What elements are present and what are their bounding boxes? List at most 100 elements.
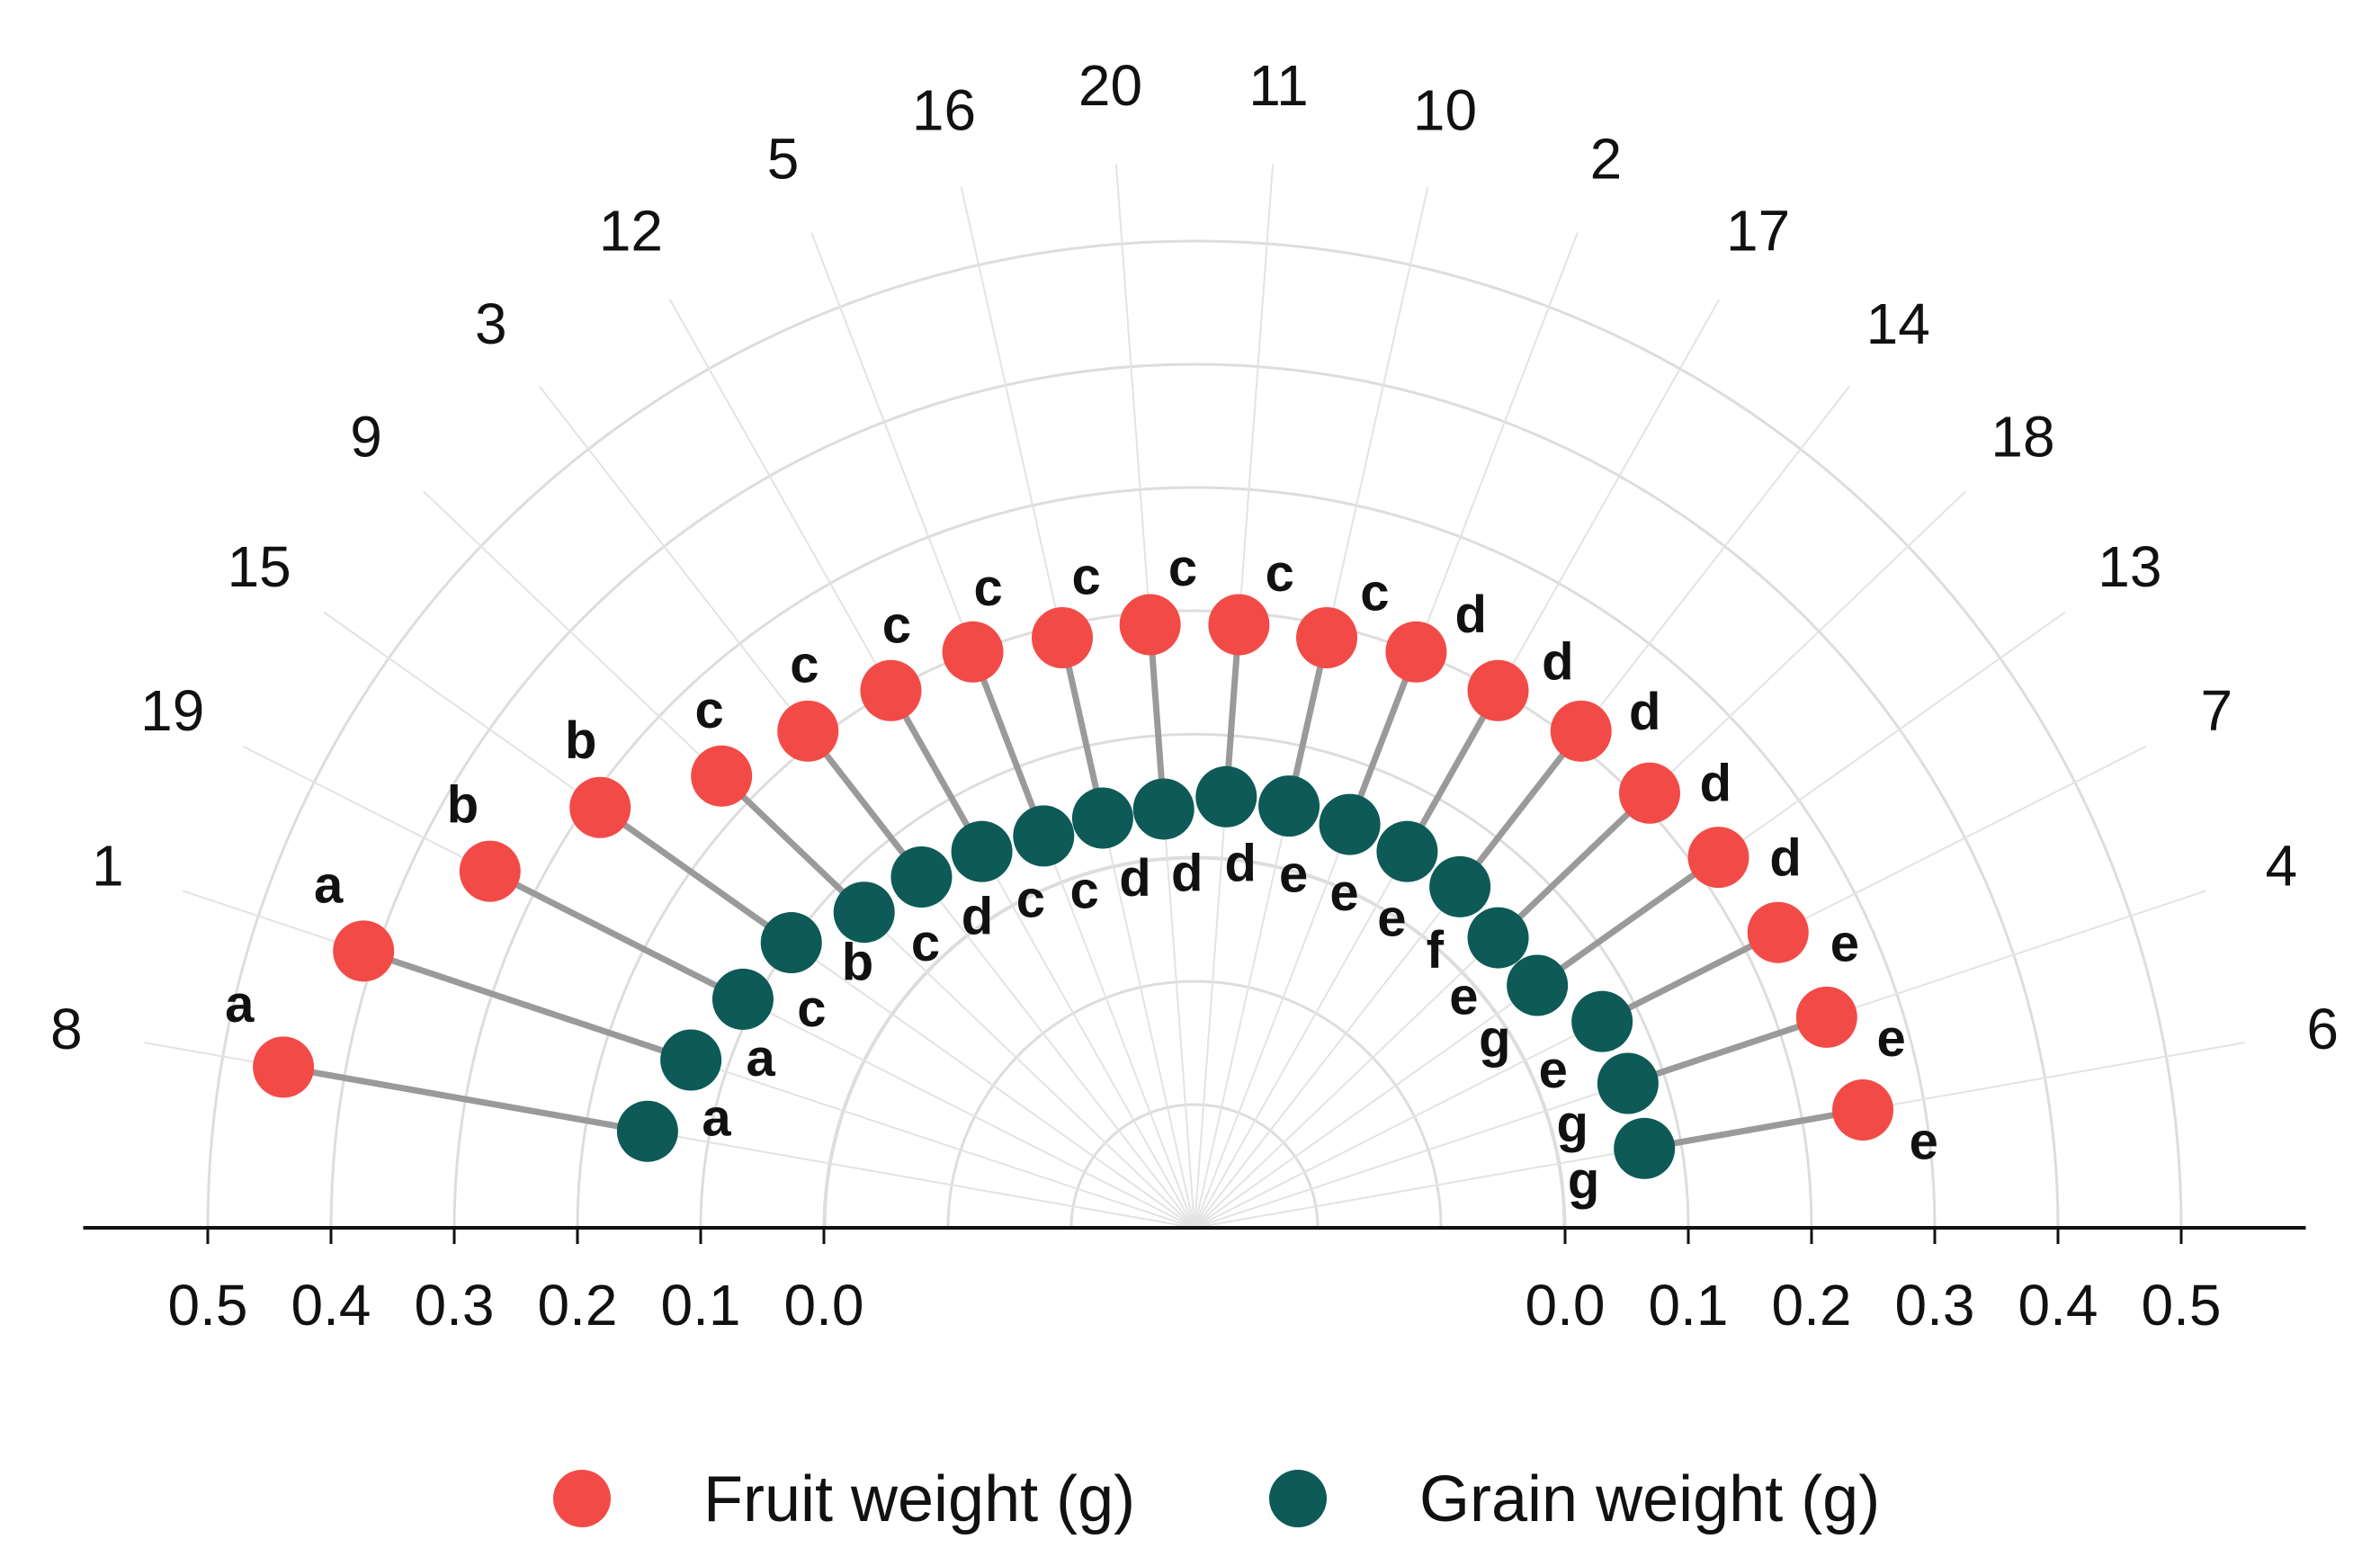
grain-significance-letter: e (1329, 864, 1358, 922)
grain-weight-point (1429, 855, 1491, 917)
grain-significance-letter: c (1070, 862, 1099, 920)
grain-significance-letter: e (1279, 846, 1308, 904)
grain-significance-letter: c (1016, 870, 1045, 928)
fruit-weight-point (1467, 659, 1529, 721)
fruit-weight-point (333, 920, 395, 982)
category-label: 5 (767, 127, 800, 192)
connector-line (1535, 855, 1721, 989)
category-label: 18 (1991, 404, 2054, 469)
connector-line (1147, 624, 1168, 810)
category-label: 16 (912, 77, 976, 142)
connector-line (719, 774, 867, 915)
connector-line (805, 729, 925, 880)
connector-line (1626, 1014, 1828, 1087)
grain-significance-letter: e (1377, 889, 1406, 947)
grain-weight-point (660, 1029, 722, 1091)
fruit-significance-letter: d (1542, 632, 1573, 691)
markers (253, 594, 1894, 1179)
connector-line (598, 804, 793, 945)
category-label: 8 (50, 997, 83, 1061)
grain-weight-point (1071, 787, 1133, 849)
grain-significance-letter: a (747, 1029, 776, 1087)
grain-weight-point (951, 820, 1013, 882)
grain-significance-letter: b (842, 934, 873, 992)
category-labels: 8 1 19 15 9 3 12 5 16 20 11 10 2 17 14 18 13 7 4 6 (50, 53, 2339, 1061)
connector-line (1600, 929, 1780, 1025)
fruit-significance-letter: e (1910, 1112, 1938, 1170)
axis-tick-label-right: 0.4 (2018, 1273, 2098, 1338)
fruit-significance-letter: c (1168, 539, 1197, 597)
axis-tick-label-left: 0.3 (415, 1273, 495, 1338)
grid-ring (329, 362, 2060, 1229)
fruit-significance-letter: d (1700, 754, 1731, 812)
axis-tick-label-right: 0.0 (1526, 1273, 1606, 1338)
category-label: 20 (1078, 53, 1142, 118)
legend-fruit-marker (553, 1470, 611, 1527)
fruit-significance-letter: d (1629, 683, 1660, 741)
grain-weight-point (1376, 820, 1438, 882)
connector-line (1347, 650, 1419, 826)
category-label: 2 (1590, 127, 1623, 192)
axis-tick-label-left: 0.0 (784, 1273, 864, 1338)
fruit-weight-point (777, 700, 839, 762)
connector-line (1404, 689, 1501, 854)
grain-weight-point (760, 912, 822, 974)
fruit-significance-letter: b (565, 711, 596, 770)
grain-weight-point (1013, 805, 1075, 867)
fruit-weight-point (1119, 594, 1181, 656)
fruit-weight-point (1687, 827, 1749, 889)
fruit-significance-letter: c (1360, 564, 1389, 622)
grain-weight-point (711, 968, 774, 1030)
fruit-weight-point (860, 659, 922, 721)
grain-significance-letter: f (1427, 921, 1445, 980)
fruit-significance-letter: c (974, 559, 1003, 617)
category-label: 7 (2200, 678, 2232, 743)
grain-significance-letter: e (1539, 1041, 1568, 1099)
grain-weight-point (1467, 907, 1529, 969)
fruit-significance-letter: c (1266, 544, 1294, 603)
grain-weight-point (1258, 775, 1320, 837)
connector-line (1457, 729, 1584, 889)
fruit-weight-point (942, 621, 1004, 683)
connector-line (1496, 791, 1652, 941)
fruit-weight-point (1747, 901, 1809, 963)
grid-ring (946, 980, 1443, 1229)
grain-significance-letter: g (1556, 1095, 1588, 1153)
grain-significance-letter: d (1225, 835, 1257, 893)
axis-tick-label-left: 0.4 (291, 1273, 371, 1338)
grid-ring (822, 855, 1567, 1229)
grain-weight-point (1614, 1117, 1676, 1179)
grain-significance-letter: g (1568, 1151, 1599, 1210)
grain-weight-point (1597, 1052, 1659, 1114)
connector-line (362, 947, 693, 1063)
fruit-weight-point (459, 840, 521, 902)
legend-fruit-label: Fruit weight (g) (703, 1463, 1135, 1535)
axis-tick-label-right: 0.3 (1895, 1273, 1975, 1338)
connector-line (488, 868, 745, 1003)
category-label: 11 (1248, 53, 1308, 118)
fruit-significance-letter: d (1769, 828, 1801, 887)
category-label: 10 (1413, 77, 1477, 142)
fruit-weight-point (1208, 594, 1270, 656)
grain-weight-point (1195, 765, 1257, 828)
category-label: 19 (140, 678, 204, 743)
fruit-weight-point (1296, 606, 1358, 668)
fruit-weight-point (1795, 986, 1857, 1048)
category-label: 9 (350, 404, 382, 469)
grain-weight-point (616, 1100, 678, 1162)
category-label: 3 (475, 291, 507, 356)
category-label: 13 (2098, 534, 2161, 599)
legend-grain-label: Grain weight (g) (1419, 1463, 1880, 1535)
connector-line (888, 689, 985, 854)
fruit-weight-point (691, 745, 753, 807)
grain-weight-point (833, 881, 895, 944)
grain-weight-point (1571, 990, 1633, 1052)
category-label: 14 (1866, 291, 1930, 356)
fruit-weight-point (1031, 606, 1093, 668)
fruit-significance-letter: b (447, 776, 479, 835)
grain-significance-letter: g (1479, 1009, 1510, 1068)
grain-significance-letter: c (911, 914, 940, 972)
grain-significance-letter: d (1119, 849, 1150, 908)
